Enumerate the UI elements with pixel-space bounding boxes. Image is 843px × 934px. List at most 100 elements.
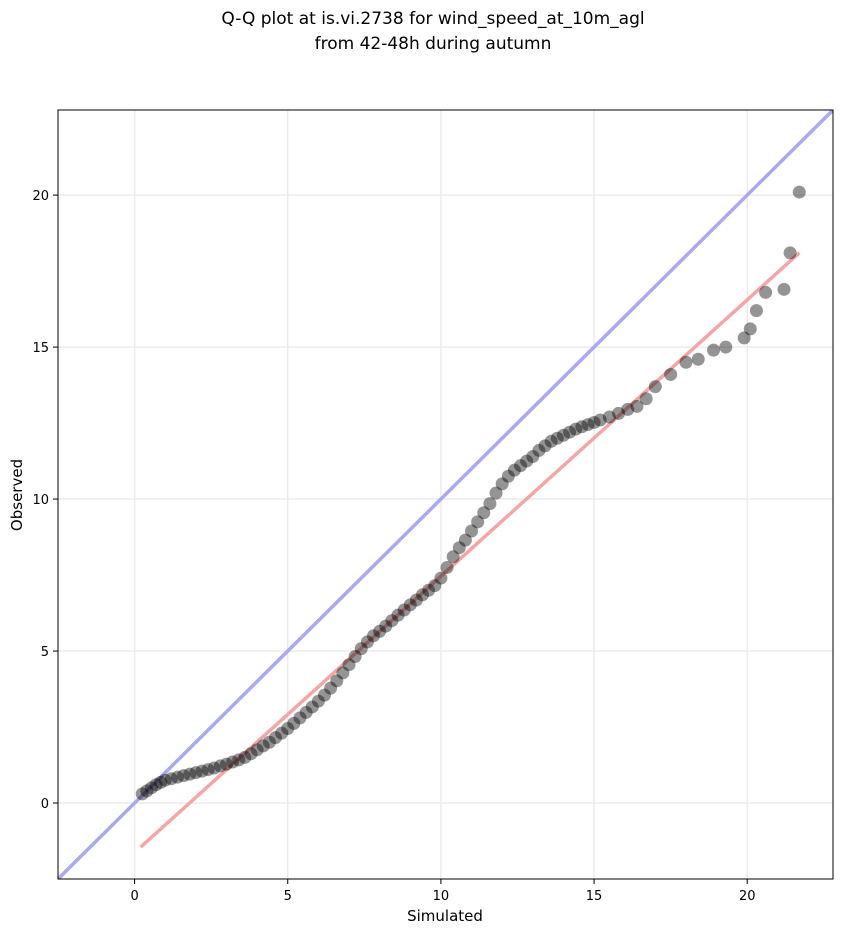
- x-tick-label: 0: [130, 889, 138, 904]
- data-point: [544, 434, 558, 448]
- data-point: [311, 694, 325, 708]
- data-point: [639, 392, 653, 406]
- data-point: [232, 753, 246, 767]
- data-point: [471, 515, 485, 529]
- data-point: [250, 743, 264, 757]
- plot-frame: [57, 109, 834, 880]
- data-point: [262, 735, 276, 749]
- data-point: [305, 700, 319, 714]
- data-point: [520, 454, 534, 468]
- data-point: [154, 775, 168, 789]
- data-point: [495, 477, 509, 491]
- data-point: [719, 340, 733, 354]
- data-point: [348, 650, 362, 664]
- data-point: [135, 787, 149, 801]
- data-point: [434, 571, 448, 585]
- data-point: [514, 459, 528, 473]
- data-point: [183, 767, 197, 781]
- data-point: [354, 642, 368, 656]
- data-point: [526, 450, 540, 464]
- data-point: [207, 761, 221, 775]
- data-point: [446, 550, 460, 564]
- data-point: [477, 506, 491, 520]
- y-tick-label: 0: [41, 797, 49, 812]
- data-point: [489, 486, 503, 500]
- data-point: [743, 322, 757, 336]
- data-point: [268, 731, 282, 745]
- x-tick-label: 15: [586, 889, 603, 904]
- data-point: [664, 367, 678, 381]
- data-point: [749, 304, 763, 318]
- data-point: [144, 781, 158, 795]
- data-point: [538, 439, 552, 453]
- data-point: [465, 524, 479, 538]
- y-tick-label: 10: [32, 493, 49, 508]
- data-point: [602, 410, 616, 424]
- data-point: [458, 533, 472, 547]
- data-point: [287, 716, 301, 730]
- data-point: [593, 413, 607, 427]
- data-point: [792, 185, 806, 199]
- data-point: [532, 443, 546, 457]
- fit-line: [139, 251, 801, 849]
- data-point: [403, 598, 417, 612]
- data-point: [219, 757, 233, 771]
- data-point: [293, 711, 307, 725]
- data-point: [201, 763, 215, 777]
- data-point: [238, 750, 252, 764]
- data-point: [379, 619, 393, 633]
- y-tick-label: 15: [32, 341, 49, 356]
- x-tick-label: 10: [433, 889, 450, 904]
- data-point: [679, 355, 693, 369]
- data-point: [149, 778, 163, 792]
- data-point: [575, 420, 589, 434]
- data-point: [737, 331, 751, 345]
- data-point: [759, 285, 773, 299]
- x-tick-label: 5: [284, 889, 292, 904]
- data-point: [164, 772, 178, 786]
- data-point: [556, 428, 570, 442]
- data-point: [324, 681, 338, 695]
- data-point: [621, 402, 635, 416]
- y-tick-label: 5: [41, 645, 49, 660]
- data-point: [409, 593, 423, 607]
- axis-ticks: 0 5 10 15 20 0 5 10 15 20: [32, 189, 755, 904]
- data-point: [452, 541, 466, 555]
- data-point: [213, 759, 227, 773]
- data-point: [244, 747, 258, 761]
- data-point: [707, 343, 721, 357]
- data-point: [170, 770, 184, 784]
- plot-marks: [58, 110, 833, 879]
- data-point: [507, 463, 521, 477]
- data-point: [158, 773, 172, 787]
- data-point: [416, 588, 430, 602]
- data-point: [336, 666, 350, 680]
- data-point: [691, 352, 705, 366]
- y-axis-label: Observed: [8, 459, 26, 531]
- data-point: [630, 399, 644, 413]
- data-point: [318, 688, 332, 702]
- data-point: [440, 560, 454, 574]
- data-point: [195, 764, 209, 778]
- chart-subtitle: from 42-48h during autumn: [315, 34, 552, 54]
- x-axis-label: Simulated: [407, 907, 483, 925]
- data-point: [342, 658, 356, 672]
- data-point: [550, 431, 564, 445]
- data-point: [140, 784, 154, 798]
- data-point: [563, 425, 577, 439]
- data-point: [360, 635, 374, 649]
- data-point: [177, 769, 191, 783]
- data-point: [281, 722, 295, 736]
- chart-title: Q-Q plot at is.vi.2738 for wind_speed_at…: [221, 9, 644, 29]
- data-point: [422, 583, 436, 597]
- data-point: [275, 726, 289, 740]
- data-point: [299, 705, 313, 719]
- data-point: [373, 624, 387, 638]
- data-point: [483, 497, 497, 511]
- data-point: [428, 579, 442, 593]
- data-point: [367, 629, 381, 643]
- data-point: [648, 380, 662, 394]
- data-point: [385, 614, 399, 628]
- data-point: [189, 766, 203, 780]
